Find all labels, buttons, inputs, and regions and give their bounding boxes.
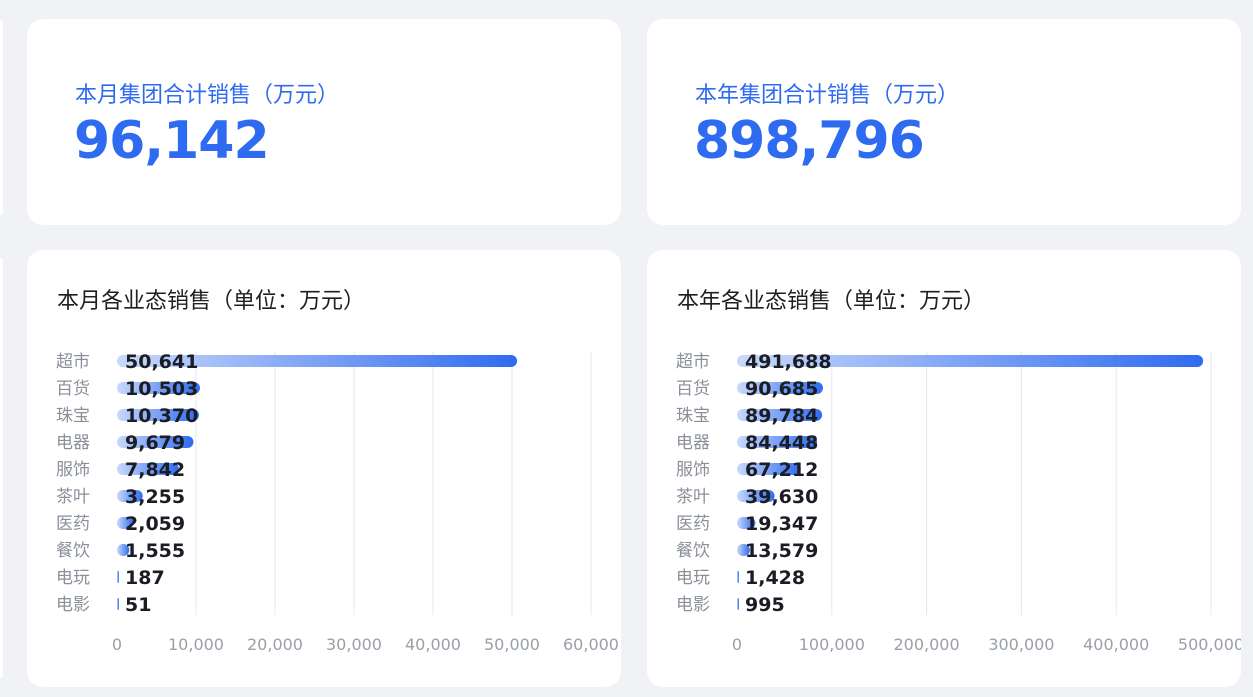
category-label: 珠宝 — [676, 406, 710, 426]
left-card-edge-top — [0, 20, 3, 215]
kpi-month-value: 96,142 — [74, 111, 270, 171]
bar[interactable] — [737, 571, 739, 583]
value-label: 1,428 — [745, 567, 805, 589]
bar[interactable] — [117, 571, 119, 583]
x-tick-label: 500,000 — [1178, 635, 1241, 654]
bar[interactable] — [737, 409, 823, 421]
chart-card-year: 本年各业态销售（单位：万元） 0 100,000 200,000 300,000 400… — [647, 250, 1241, 687]
value-label: 491,688 — [745, 351, 832, 373]
bar[interactable] — [117, 355, 518, 367]
bar[interactable] — [117, 463, 179, 475]
value-label: 39,630 — [745, 486, 818, 508]
bar-chart-year: 0 100,000 200,000 300,000 400,000 500,000 超市 49… — [676, 351, 1241, 654]
value-label: 995 — [745, 594, 785, 616]
chart-title-year: 本年各业态销售（单位：万元） — [677, 289, 986, 314]
kpi-card-year: 本年集团合计销售（万元） 898,796 — [647, 19, 1241, 225]
category-label: 电器 — [56, 433, 90, 453]
value-label: 7,842 — [125, 459, 185, 481]
value-label: 90,685 — [745, 378, 818, 400]
category-label: 百货 — [56, 379, 90, 399]
category-label: 电玩 — [676, 568, 710, 588]
left-card-edge-bottom — [0, 258, 3, 678]
bar[interactable] — [117, 436, 194, 448]
bar[interactable] — [737, 463, 801, 475]
category-label: 电影 — [676, 595, 710, 615]
bar[interactable] — [737, 436, 818, 448]
value-label: 187 — [125, 567, 165, 589]
value-label: 10,503 — [125, 378, 198, 400]
category-label: 医药 — [56, 514, 90, 534]
bar[interactable] — [737, 598, 739, 610]
x-tick-label: 40,000 — [405, 635, 461, 654]
value-label: 84,448 — [745, 432, 818, 454]
x-tick-label: 60,000 — [563, 635, 619, 654]
value-label: 67,212 — [745, 459, 818, 481]
kpi-year-value: 898,796 — [694, 111, 925, 171]
category-label: 超市 — [676, 352, 710, 372]
x-tick-label: 0 — [112, 635, 122, 654]
bar[interactable] — [737, 544, 750, 556]
x-tick-label: 10,000 — [168, 635, 224, 654]
value-label: 10,370 — [125, 405, 198, 427]
category-label: 电玩 — [56, 568, 90, 588]
kpi-card-month: 本月集团合计销售（万元） 96,142 — [27, 19, 621, 225]
value-label: 89,784 — [745, 405, 818, 427]
chart-title-month: 本月各业态销售（单位：万元） — [57, 289, 366, 314]
value-label: 13,579 — [745, 540, 818, 562]
category-label: 珠宝 — [56, 406, 90, 426]
bar-chart-month: 0 10,000 20,000 30,000 40,000 50,000 60,000 超市 5… — [56, 351, 619, 654]
x-tick-label: 300,000 — [988, 635, 1054, 654]
value-label: 3,255 — [125, 486, 185, 508]
category-label: 百货 — [676, 379, 710, 399]
value-label: 2,059 — [125, 513, 185, 535]
bar[interactable] — [117, 382, 200, 394]
bar[interactable] — [737, 517, 756, 529]
x-tick-label: 30,000 — [326, 635, 382, 654]
category-label: 医药 — [676, 514, 710, 534]
category-label: 茶叶 — [56, 487, 90, 507]
x-tick-label: 200,000 — [894, 635, 960, 654]
category-label: 餐饮 — [56, 541, 90, 561]
value-label: 50,641 — [125, 351, 198, 373]
bar[interactable] — [737, 490, 775, 502]
value-label: 19,347 — [745, 513, 818, 535]
category-label: 服饰 — [56, 460, 90, 480]
bar[interactable] — [117, 490, 143, 502]
category-label: 茶叶 — [676, 487, 710, 507]
chart-card-month: 本月各业态销售（单位：万元） 0 10,000 20,000 30,000 40,000… — [27, 250, 621, 687]
x-tick-label: 20,000 — [247, 635, 303, 654]
kpi-month-label: 本月集团合计销售（万元） — [75, 83, 340, 108]
value-label: 9,679 — [125, 432, 185, 454]
bar[interactable] — [737, 382, 823, 394]
category-label: 餐饮 — [676, 541, 710, 561]
category-label: 超市 — [56, 352, 90, 372]
value-label: 51 — [125, 594, 151, 616]
bar[interactable] — [117, 517, 134, 529]
category-label: 服饰 — [676, 460, 710, 480]
bar[interactable] — [117, 409, 199, 421]
category-label: 电影 — [56, 595, 90, 615]
bar[interactable] — [737, 355, 1204, 367]
x-tick-label: 400,000 — [1083, 635, 1149, 654]
bar[interactable] — [117, 598, 119, 610]
category-label: 电器 — [676, 433, 710, 453]
x-tick-label: 100,000 — [799, 635, 865, 654]
x-tick-label: 50,000 — [484, 635, 540, 654]
kpi-year-label: 本年集团合计销售（万元） — [695, 83, 960, 108]
value-label: 1,555 — [125, 540, 185, 562]
bar[interactable] — [117, 544, 130, 556]
x-tick-label: 0 — [732, 635, 742, 654]
